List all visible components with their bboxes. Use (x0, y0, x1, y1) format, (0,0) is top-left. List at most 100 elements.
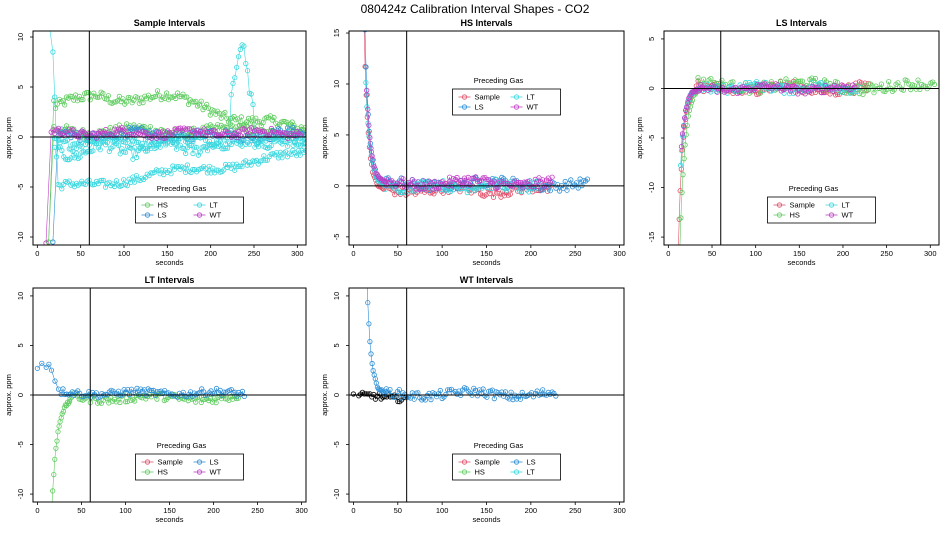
data-point (97, 147, 103, 153)
data-point (798, 78, 804, 84)
data-point (154, 389, 160, 395)
data-point (217, 138, 223, 144)
data-point (52, 94, 58, 100)
data-point (442, 187, 448, 193)
data-point (203, 166, 209, 172)
y-axis-label: approx. ppm (4, 117, 13, 159)
data-point (383, 386, 389, 392)
data-point (100, 90, 106, 97)
data-point (830, 88, 836, 94)
data-point (68, 155, 74, 161)
legend: Preceding Gas Sample LS HS WT (135, 441, 244, 481)
data-point (55, 125, 62, 131)
data-point (134, 95, 141, 101)
data-point (848, 87, 854, 93)
data-point (248, 125, 254, 131)
data-point (222, 109, 228, 116)
x-tick-label: 250 (248, 249, 261, 258)
y-tick-label: 0 (332, 393, 341, 397)
data-point (376, 184, 382, 190)
data-point (756, 82, 762, 88)
x-tick-label: 50 (76, 249, 84, 258)
x-tick-label: 300 (291, 249, 304, 258)
data-point (234, 64, 240, 70)
data-point (245, 68, 251, 74)
legend-swatch-marker (513, 459, 520, 465)
data-point (411, 396, 417, 402)
data-point (457, 186, 463, 192)
x-tick-label: 100 (118, 249, 131, 258)
data-point (517, 396, 524, 402)
data-point (530, 184, 537, 190)
data-point (456, 388, 462, 394)
x-axis-label: seconds (473, 515, 501, 524)
data-point (215, 122, 221, 128)
data-point (230, 389, 236, 395)
data-point (931, 81, 938, 88)
data-point (365, 106, 371, 112)
data-point (365, 300, 371, 306)
data-point (428, 396, 434, 403)
data-point (230, 161, 236, 167)
y-tick-label: 10 (332, 292, 341, 300)
data-point (677, 162, 684, 168)
data-point (232, 167, 238, 173)
data-point (66, 146, 72, 152)
data-point (53, 445, 59, 451)
data-point (112, 126, 118, 132)
data-point (181, 133, 187, 139)
data-point (370, 157, 376, 163)
data-point (409, 177, 415, 183)
data-point (350, 391, 356, 397)
legend-box (452, 88, 561, 116)
data-point (865, 87, 872, 93)
data-point (447, 188, 454, 195)
data-point (223, 145, 229, 151)
data-point (262, 157, 269, 163)
data-point (232, 75, 238, 81)
data-point (517, 179, 524, 186)
data-point (465, 174, 471, 180)
data-point (77, 154, 83, 160)
legend-label: Sample (475, 458, 500, 467)
data-point (82, 393, 88, 399)
legend: Preceding Gas Sample LT HS WT (767, 184, 876, 224)
data-point (486, 177, 492, 183)
data-point (800, 84, 806, 91)
data-point (68, 146, 74, 152)
data-point (271, 114, 277, 121)
data-point (204, 143, 211, 149)
data-point (284, 143, 291, 149)
data-point (115, 388, 122, 394)
data-point (140, 100, 146, 106)
data-point (121, 177, 127, 183)
data-point (55, 429, 61, 435)
data-point (64, 137, 71, 143)
data-point (90, 148, 96, 154)
data-point (148, 145, 154, 151)
data-point (110, 144, 116, 150)
data-point (426, 390, 432, 396)
x-tick-label: 200 (525, 249, 538, 258)
data-point (250, 101, 256, 108)
legend-swatch-marker (196, 459, 203, 465)
series-ls (365, 288, 559, 403)
data-point (900, 87, 907, 93)
legend-label: LS (210, 458, 219, 467)
data-point (917, 86, 923, 93)
data-point (420, 178, 427, 184)
data-point (487, 191, 493, 197)
legend-swatch-marker (461, 459, 468, 465)
data-point (200, 396, 206, 403)
data-point (58, 391, 64, 397)
legend-entry-sample: Sample (458, 93, 500, 102)
data-point (194, 127, 200, 133)
x-tick-label: 200 (837, 249, 850, 258)
data-point (281, 138, 287, 145)
data-point (397, 190, 403, 196)
data-point (362, 31, 368, 33)
legend-swatch-marker (196, 212, 203, 218)
data-point (363, 64, 369, 70)
data-point (62, 102, 68, 108)
